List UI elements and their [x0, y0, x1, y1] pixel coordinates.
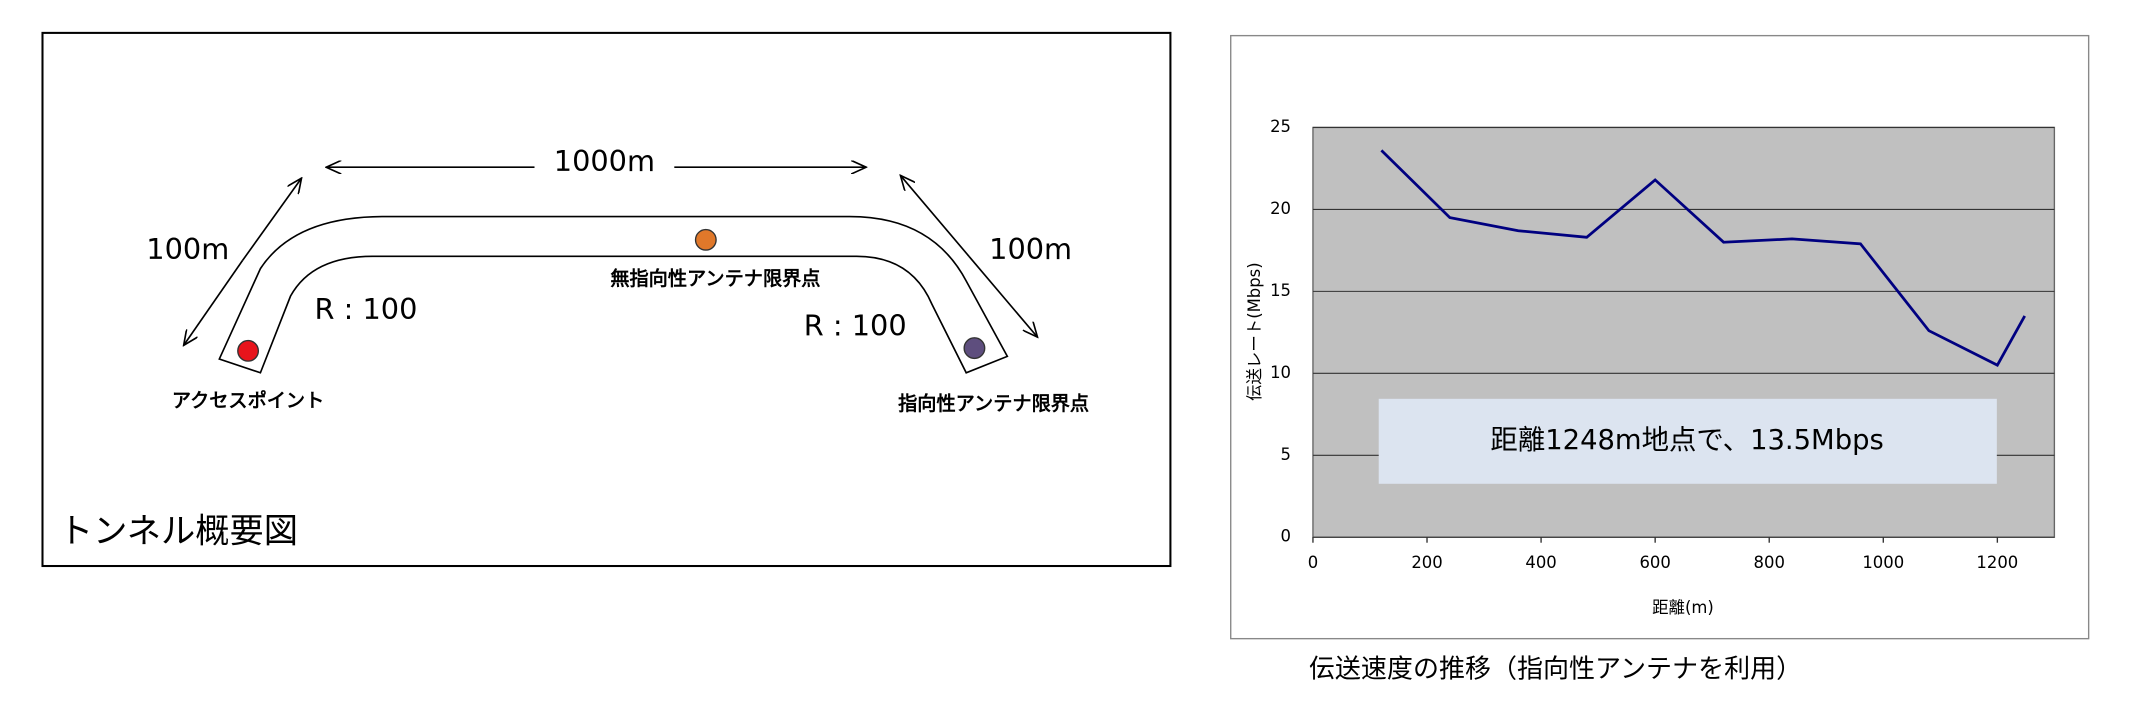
point-label: 無指向性アンテナ限界点 [610, 267, 820, 290]
slope-arrow [900, 175, 970, 257]
slope-arrow [184, 259, 244, 345]
x-tick-label: 1000 [1862, 553, 1904, 572]
x-tick-label: 0 [1308, 553, 1318, 572]
span-label: 1000m [554, 144, 655, 178]
x-tick-label: 800 [1754, 553, 1785, 572]
x-tick-label: 200 [1411, 553, 1442, 572]
omni-dot [694, 228, 717, 251]
slope-arrow [968, 255, 1038, 337]
y-tick-label: 0 [1281, 527, 1291, 546]
y-tick-label: 20 [1270, 199, 1291, 218]
directional-dot [963, 337, 986, 360]
y-tick-label: 25 [1270, 117, 1291, 136]
radius-label: R : 100 [804, 309, 907, 343]
slope-arrow [241, 178, 302, 261]
x-tick-label: 600 [1639, 553, 1670, 572]
annotation: 距離1248m地点で、13.5Mbps [1490, 425, 1883, 456]
y-tick-label: 15 [1270, 281, 1291, 300]
point-label: 指向性アンテナ限界点 [898, 392, 1089, 415]
x-tick-label: 1200 [1976, 553, 2018, 572]
radius-label: R : 100 [314, 292, 417, 326]
access-point-dot [237, 339, 260, 362]
point-label: アクセスポイント [172, 389, 324, 412]
tunnel-diagram: 1000m 100m 100m R : 100 R : 100 アクセスポイント… [41, 31, 1172, 568]
slope-label: 100m [146, 232, 229, 266]
annotation-box [1378, 398, 1997, 484]
x-axis-label: 距離(m) [1652, 598, 1714, 617]
tunnel-outline [218, 215, 1009, 374]
y-axis-label: 伝送レート(Mbps) [1245, 262, 1264, 401]
chart-title: 伝送速度の推移（指向性アンテナを利用） [1309, 655, 1802, 685]
diagram-frame [41, 31, 1172, 568]
diagram-title: トンネル概要図 [59, 512, 298, 552]
slope-label: 100m [989, 232, 1072, 266]
data-line [1380, 149, 2026, 367]
x-tick-label: 400 [1525, 553, 1556, 572]
y-tick-label: 10 [1270, 363, 1291, 382]
y-tick-label: 5 [1281, 445, 1291, 464]
